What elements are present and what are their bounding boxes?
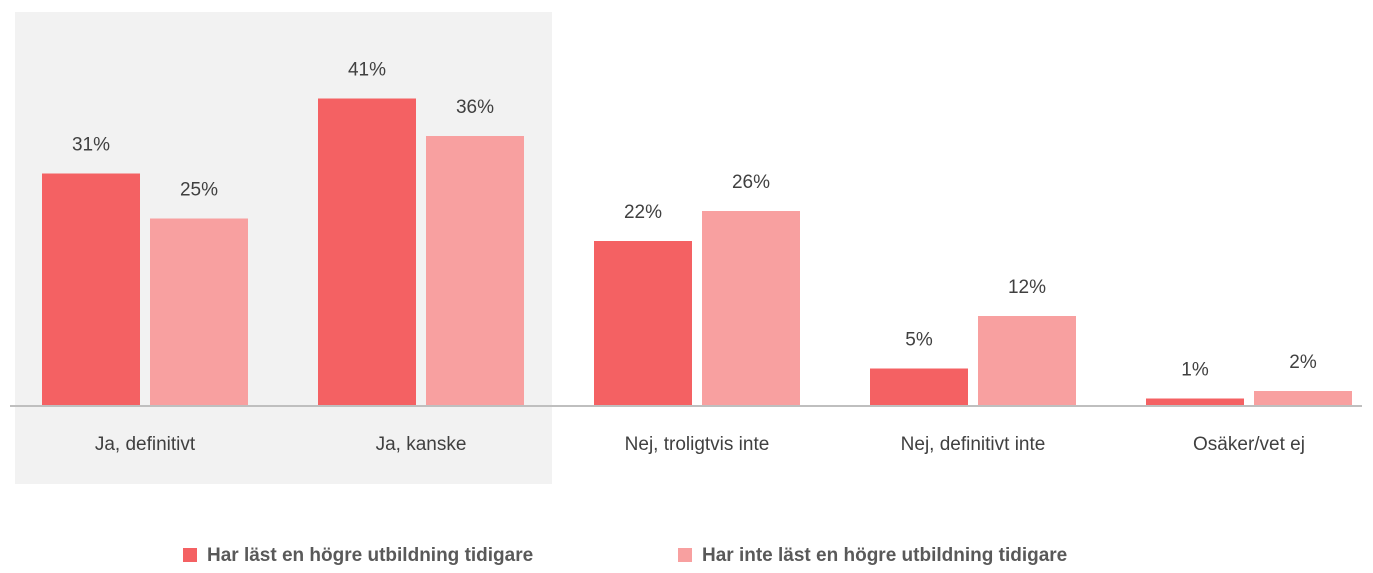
value-label: 2% xyxy=(1289,352,1317,373)
x-tick-label: Osäker/vet ej xyxy=(1193,434,1305,455)
x-tick-label: Nej, troligtvis inte xyxy=(625,434,770,455)
bar xyxy=(594,241,692,406)
legend-label: Har läst en högre utbildning tidigare xyxy=(207,545,533,566)
value-label: 41% xyxy=(348,60,386,81)
legend-swatch xyxy=(678,548,692,562)
bar xyxy=(42,173,140,406)
value-label: 26% xyxy=(732,172,770,193)
value-label: 12% xyxy=(1008,277,1046,298)
bar xyxy=(150,218,248,406)
bar xyxy=(870,368,968,406)
value-label: 1% xyxy=(1181,360,1209,381)
legend-swatch xyxy=(183,548,197,562)
value-label: 5% xyxy=(905,330,933,351)
bar xyxy=(318,98,416,406)
value-label: 36% xyxy=(456,97,494,118)
value-label: 25% xyxy=(180,180,218,201)
legend-label: Har inte läst en högre utbildning tidiga… xyxy=(702,545,1067,566)
x-tick-label: Nej, definitivt inte xyxy=(901,434,1046,455)
value-label: 31% xyxy=(72,135,110,156)
value-label: 22% xyxy=(624,202,662,223)
bar xyxy=(1146,398,1244,406)
x-tick-label: Ja, definitivt xyxy=(95,434,196,455)
bar xyxy=(426,136,524,406)
bar xyxy=(978,316,1076,406)
bar xyxy=(1254,391,1352,406)
bar xyxy=(702,211,800,406)
x-tick-label: Ja, kanske xyxy=(376,434,467,455)
